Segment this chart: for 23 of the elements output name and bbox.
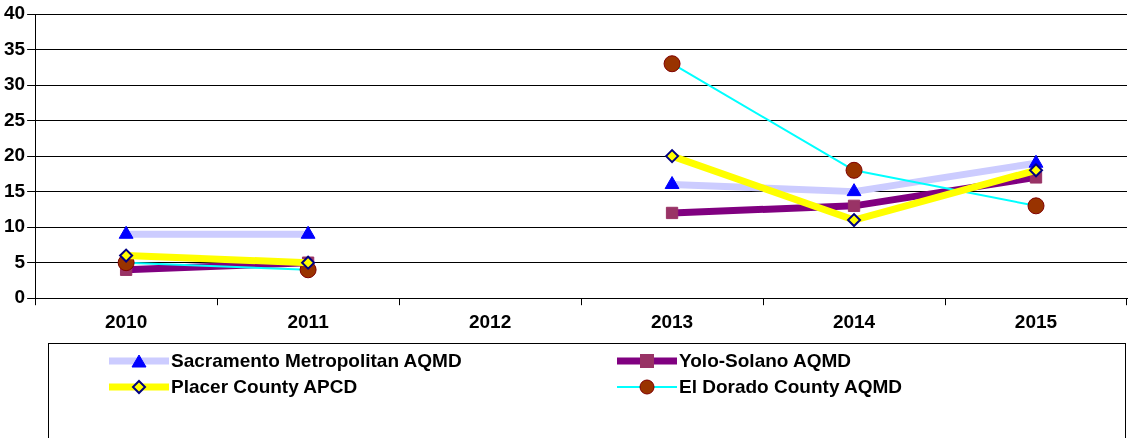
y-tick-label: 15 [3,179,26,201]
y-tick-label: 0 [14,286,26,308]
x-tick-label: 2010 [104,310,148,332]
legend-label: El Dorado County AQMD [679,376,903,398]
x-tick-label: 2013 [650,310,694,332]
legend-label: Yolo-Solano AQMD [679,350,852,372]
x-tick-label: 2015 [1014,310,1058,332]
x-tick-label: 2012 [468,310,512,332]
y-tick-label: 30 [3,73,26,95]
legend-label: Sacramento Metropolitan AQMD [171,350,462,372]
legend-label: Placer County APCD [171,376,358,398]
y-tick-label: 40 [3,2,26,24]
y-tick-label: 10 [3,215,26,237]
y-tick-label: 25 [3,108,26,130]
x-tick-label: 2011 [287,310,330,332]
y-tick-label: 20 [3,144,26,166]
point [119,248,134,263]
point [1029,163,1044,178]
x-tick-label: 2014 [832,310,876,332]
y-tick-label: 5 [14,250,26,272]
point [847,213,862,228]
point [665,149,680,164]
y-tick-label: 35 [3,37,26,59]
